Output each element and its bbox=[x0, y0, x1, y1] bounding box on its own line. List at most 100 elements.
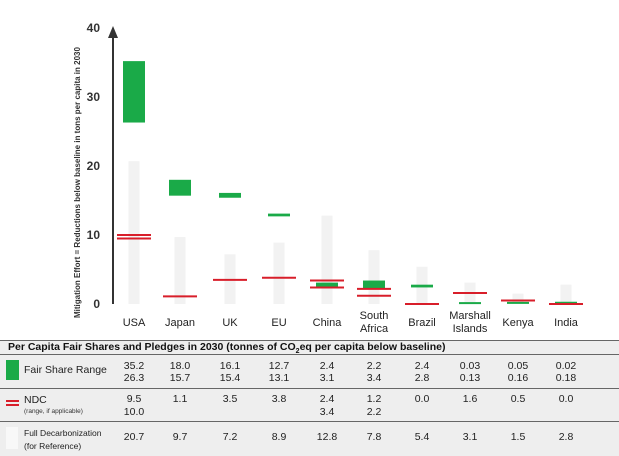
fair-share-bar bbox=[459, 302, 481, 305]
y-axis-label: Mitigation Effort = Reductions below bas… bbox=[73, 47, 82, 318]
table-cell: 0.0 bbox=[414, 393, 430, 405]
table-cell: 2.4 bbox=[319, 360, 335, 372]
table-cell: 10.0 bbox=[123, 406, 145, 418]
x-category-label: Marshall bbox=[449, 310, 491, 322]
full-decarbonization-bar bbox=[273, 242, 285, 304]
full-decarbonization-bar bbox=[368, 250, 380, 304]
full-decarbonization-bar bbox=[512, 293, 524, 304]
ndc-legend-swatch bbox=[6, 400, 19, 408]
fair-share-legend-label: Fair Share Range bbox=[24, 364, 107, 376]
table-cell: 15.4 bbox=[219, 372, 241, 384]
table-cell: 3.4 bbox=[366, 372, 382, 384]
ndc-markers bbox=[117, 234, 583, 305]
table-cell: 1.6 bbox=[462, 393, 478, 405]
table-cell: 3.4 bbox=[319, 406, 335, 418]
table-cell: 8.9 bbox=[271, 431, 287, 443]
table-cell: 2.8 bbox=[558, 431, 574, 443]
ndc-legend-sublabel: (range, if applicable) bbox=[24, 408, 83, 415]
x-category-label: South bbox=[360, 310, 389, 322]
fair-share-bar bbox=[169, 179, 191, 196]
table-cell: 1.1 bbox=[172, 393, 188, 405]
y-tick-label: 40 bbox=[87, 21, 101, 35]
table-title: Per Capita Fair Shares and Pledges in 20… bbox=[8, 341, 445, 355]
table-cell: 0.05 bbox=[507, 360, 529, 372]
full-decarbonization-bar bbox=[128, 161, 140, 304]
fair-share-bar bbox=[219, 192, 241, 198]
table-cell: 0.0 bbox=[558, 393, 574, 405]
table-row-full-decarbonization: Full Decarbonization (for Reference) 20.… bbox=[0, 422, 619, 455]
table-title-end: eq per capita below baseline) bbox=[299, 341, 446, 353]
table-cell: 0.16 bbox=[507, 372, 529, 384]
table-cell: 0.18 bbox=[555, 372, 577, 384]
fair-share-bar bbox=[507, 301, 529, 304]
table-row-rule-2 bbox=[0, 421, 619, 422]
table-title-main: Per Capita Fair Shares and Pledges in 20… bbox=[8, 341, 296, 353]
table-cell: 2.2 bbox=[366, 406, 382, 418]
table-cell: 2.4 bbox=[319, 393, 335, 405]
y-tick-labels: 0 10 20 30 40 bbox=[87, 21, 101, 311]
table-cell: 18.0 bbox=[169, 360, 191, 372]
table-cell: 2.8 bbox=[414, 372, 430, 384]
fair-share-bars bbox=[123, 61, 577, 305]
table-cell: 0.03 bbox=[459, 360, 481, 372]
data-table: Per Capita Fair Shares and Pledges in 20… bbox=[0, 340, 619, 456]
table-cell: 9.5 bbox=[126, 393, 142, 405]
table-cell: 26.3 bbox=[123, 372, 145, 384]
table-cell: 0.02 bbox=[555, 360, 577, 372]
table-cell: 12.8 bbox=[316, 431, 338, 443]
full-decarbonization-legend-label: Full Decarbonization bbox=[24, 428, 102, 438]
x-category-label: China bbox=[313, 317, 343, 329]
y-axis-arrow bbox=[108, 26, 118, 38]
fair-share-bar bbox=[411, 284, 433, 288]
table-cell: 5.4 bbox=[414, 431, 430, 443]
table-cell: 9.7 bbox=[172, 431, 188, 443]
fair-share-bar bbox=[555, 301, 577, 304]
fair-share-legend-swatch bbox=[6, 360, 19, 380]
table-row-ndc: NDC (range, if applicable) 9.5 10.0 1.1 3.5… bbox=[0, 389, 619, 420]
table-cell: 2.2 bbox=[366, 360, 382, 372]
y-tick-label: 0 bbox=[93, 297, 100, 311]
table-cell: 2.4 bbox=[414, 360, 430, 372]
table-cell: 15.7 bbox=[169, 372, 191, 384]
x-category-label: UK bbox=[222, 317, 238, 329]
fair-share-bar bbox=[363, 280, 385, 289]
table-header-rule bbox=[0, 354, 619, 355]
full-decarbonization-bar bbox=[321, 215, 333, 304]
table-cell: 0.13 bbox=[459, 372, 481, 384]
x-category-label: Kenya bbox=[502, 317, 534, 329]
table-row-rule-1 bbox=[0, 388, 619, 389]
table-cell: 3.1 bbox=[462, 431, 478, 443]
full-decarbonization-legend-swatch bbox=[6, 427, 18, 449]
x-category-label: India bbox=[554, 317, 579, 329]
x-category-label: Brazil bbox=[408, 317, 436, 329]
full-decarbonization-legend-sublabel: (for Reference) bbox=[24, 441, 82, 451]
table-cell: 1.5 bbox=[510, 431, 526, 443]
table-cell: 16.1 bbox=[219, 360, 241, 372]
x-category-label: Japan bbox=[165, 317, 195, 329]
y-tick-label: 10 bbox=[87, 228, 101, 242]
x-category-label: Islands bbox=[453, 323, 488, 335]
x-category-label: USA bbox=[123, 317, 146, 329]
fair-share-bar bbox=[268, 213, 290, 217]
ndc-legend-label: NDC bbox=[24, 394, 47, 406]
table-cell: 3.1 bbox=[319, 372, 335, 384]
table-cell: 12.7 bbox=[268, 360, 290, 372]
table-cell: 35.2 bbox=[123, 360, 145, 372]
table-cell: 3.5 bbox=[222, 393, 238, 405]
x-category-label: Africa bbox=[360, 323, 389, 335]
table-cell: 7.8 bbox=[366, 431, 382, 443]
y-tick-label: 20 bbox=[87, 159, 101, 173]
y-tick-label: 30 bbox=[87, 90, 101, 104]
x-category-label: EU bbox=[271, 317, 286, 329]
table-cell: 0.5 bbox=[510, 393, 526, 405]
y-axis bbox=[108, 26, 118, 304]
full-decarbonization-bar bbox=[560, 284, 572, 304]
table-title-subscript: 2 bbox=[295, 348, 300, 356]
full-decarbonization-bar bbox=[174, 237, 186, 304]
table-row-fair-share: Fair Share Range 35.2 26.3 18.0 15.7 16.1 15.… bbox=[0, 354, 619, 388]
table-cell: 3.8 bbox=[271, 393, 287, 405]
table-cell: 1.2 bbox=[366, 393, 382, 405]
fair-share-bar bbox=[123, 61, 145, 123]
